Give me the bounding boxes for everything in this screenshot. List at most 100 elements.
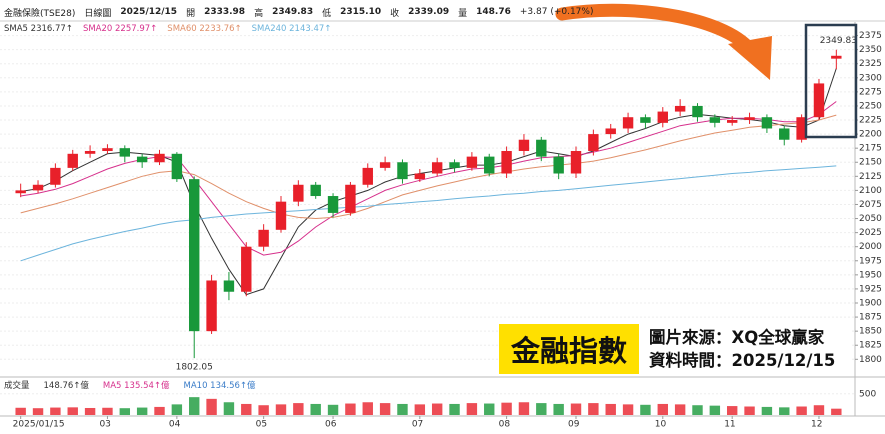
x-tick-label: 10 (655, 420, 667, 430)
legend-name: SMA5 (4, 24, 28, 34)
candle-body (15, 190, 26, 194)
header-item: 低 (322, 8, 332, 19)
candle-body (293, 184, 304, 202)
candle-body (206, 280, 217, 332)
volume-bar (813, 405, 825, 415)
legend-item: SMA60 2233.76↑ (167, 24, 241, 34)
x-tick-label: 03 (99, 420, 110, 430)
y-tick-label: 2375 (859, 31, 882, 41)
annotation: 2349.83 (820, 36, 857, 46)
y-tick-label: 1800 (859, 355, 882, 365)
candle-body (831, 55, 842, 59)
volume-bar (362, 402, 373, 415)
y-tick-label: 2000 (859, 242, 882, 252)
volume-bar (67, 407, 78, 415)
volume-bar (154, 406, 165, 415)
vol-tick-label: 500 (859, 389, 876, 399)
highlight-box (804, 23, 858, 139)
candle-body (258, 229, 269, 247)
header-item: 2333.98 (204, 7, 246, 17)
header-item: +3.87 (+0.17%) (519, 7, 594, 17)
volume-bar (536, 403, 547, 415)
y-tick-label: 2300 (859, 73, 882, 83)
candle-body (553, 156, 564, 174)
candle-body (622, 117, 634, 129)
volume-bar (449, 403, 460, 415)
candle-body (84, 150, 96, 154)
candle-body (431, 162, 443, 174)
header-item: 2025/12/15 (120, 7, 178, 17)
y-tick-label: 2150 (859, 158, 882, 168)
badge: 金融指數 (499, 324, 639, 374)
ma-line (20, 114, 837, 220)
candle-body (484, 156, 495, 174)
header-item: 日線圖 (84, 8, 112, 19)
candle-body (50, 167, 61, 185)
volume-bar (414, 404, 426, 415)
volume-bar (119, 408, 131, 415)
arrow-head (728, 36, 772, 80)
volume-bar (223, 402, 235, 415)
candle-body (744, 117, 755, 121)
caption: 圖片來源：XQ全球贏家 資料時間：2025/12/15 (639, 324, 835, 374)
candle-body (518, 139, 530, 151)
candle-body (136, 156, 148, 163)
x-tick-label: 08 (499, 420, 511, 430)
candle-body (761, 117, 773, 129)
y-tick-label: 2125 (859, 172, 882, 182)
x-tick-label: 04 (169, 420, 181, 430)
volume-bar (431, 403, 443, 415)
volume-bar (293, 403, 304, 415)
volume-bar (744, 406, 755, 415)
volume-bar (831, 408, 842, 415)
y-tick-label: 2225 (859, 116, 882, 126)
candle-body (345, 184, 356, 213)
candle-body (67, 153, 78, 168)
volume-bar (518, 402, 530, 415)
candle-body (640, 117, 651, 123)
volume-bar (553, 403, 564, 415)
y-tick-label: 1825 (859, 341, 882, 351)
x-tick-label: 12 (811, 420, 822, 430)
volume-bar (709, 405, 721, 415)
volume-bar (761, 406, 773, 415)
candle-body (501, 150, 512, 174)
candle-body (379, 162, 391, 168)
legend-name: SMA60 (167, 24, 197, 34)
candle-body (327, 196, 339, 213)
y-tick-label: 1950 (859, 270, 882, 280)
volume-bar (32, 408, 44, 415)
volume-bar (640, 404, 651, 415)
candle-body (796, 117, 807, 140)
candle-body (674, 105, 686, 112)
legend-name: SMA240 (251, 24, 287, 34)
header: 金融保險(TSE28) 日線圖 2025/12/15 開 2333.98 高 2349.83… (4, 4, 593, 20)
legend-value: 2257.97↑ (115, 24, 158, 34)
header-item: 148.76 (476, 7, 511, 17)
source: 圖片來源：XQ全球贏家 (649, 328, 825, 347)
volume-bar (171, 404, 183, 415)
legend: SMA5 2316.77↑ SMA20 2257.97↑ SMA60 2233.76… (4, 24, 331, 34)
volume-legend-item: MA5 135.54↑億 (102, 381, 170, 391)
candle-body (536, 139, 547, 157)
x-tick-label: 07 (412, 420, 423, 430)
volume-bar (102, 407, 113, 415)
candle-body (692, 105, 703, 118)
legend-item: SMA5 2316.77↑ (4, 24, 73, 34)
candle-body (588, 134, 599, 151)
legend-value: 2316.77↑ (30, 24, 73, 34)
volume-bar (796, 406, 807, 415)
volume-bar (189, 397, 200, 415)
header-item: 金融保險(TSE28) (4, 8, 76, 19)
annotation: 1802.05 (176, 363, 213, 373)
y-tick-label: 2200 (859, 130, 882, 140)
volume-bar (397, 403, 408, 415)
volume-bar (275, 404, 287, 415)
overlay: 金融指數 圖片來源：XQ全球贏家 資料時間：2025/12/15 (499, 324, 851, 374)
volume-bar (692, 405, 703, 415)
volume-bar (779, 407, 790, 415)
legend-value: 2233.76↑ (199, 24, 242, 34)
y-tick-label: 1875 (859, 313, 882, 323)
candle-body (397, 162, 408, 180)
